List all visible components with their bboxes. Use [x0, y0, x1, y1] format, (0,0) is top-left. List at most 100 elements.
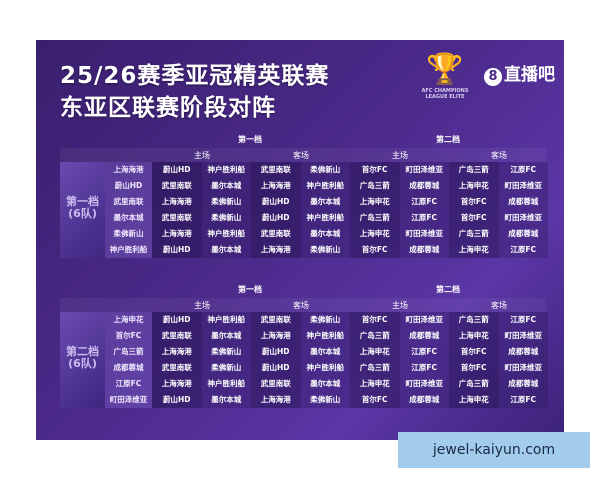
opponent-cell: 蔚山HD — [152, 312, 202, 328]
opponent-cell: 神户胜利船 — [300, 210, 350, 226]
team-cell: 柔佛新山 — [105, 226, 152, 242]
opponent-cell: 成都蓉城 — [399, 328, 449, 344]
header-bar — [60, 298, 546, 312]
opponent-cell: 墨尔本城 — [300, 376, 350, 392]
opponent-cell: 神户胜利船 — [300, 360, 350, 376]
team-cell: 广岛三箭 — [105, 344, 152, 360]
opponent-cell: 成都蓉城 — [498, 226, 548, 242]
opponent-cell: 蔚山HD — [152, 242, 202, 258]
opponent-cell: 柔佛新山 — [201, 194, 251, 210]
team-cell: 首尔FC — [105, 328, 152, 344]
opponent-cell: 蔚山HD — [251, 360, 301, 376]
opponent-cell: 武里南联 — [152, 328, 202, 344]
table-row: 蔚山HD 武里南联 墨尔本城 上海海港 神户胜利船 广岛三箭 成都蓉城 上海申花 町田泽维亚 — [105, 178, 548, 194]
opponent-cell: 上海申花 — [449, 178, 499, 194]
opponent-cell: 上海海港 — [152, 376, 202, 392]
opponent-cell: 上海海港 — [251, 392, 301, 408]
trophy-icon: 🏆 — [426, 52, 464, 87]
pot1-header: 第一档 — [238, 285, 262, 294]
opponent-cell: 武里南联 — [152, 360, 202, 376]
opponent-cell: 蔚山HD — [251, 344, 301, 360]
table-row: 武里南联 上海海港 柔佛新山 蔚山HD 墨尔本城 上海申花 江原FC 首尔FC 成都蓉城 — [105, 194, 548, 210]
opponent-cell: 上海申花 — [350, 376, 400, 392]
opponent-cell: 首尔FC — [449, 210, 499, 226]
opponent-cell: 广岛三箭 — [350, 178, 400, 194]
table-row: 成都蓉城 武里南联 柔佛新山 蔚山HD 神户胜利船 广岛三箭 江原FC 首尔FC 町田泽维亚 — [105, 360, 548, 376]
opponent-cell: 神户胜利船 — [201, 226, 251, 242]
opponent-cell: 江原FC — [399, 344, 449, 360]
away-header: 客场 — [293, 301, 309, 310]
home-header: 主场 — [392, 301, 408, 310]
opponent-cell: 上海申花 — [449, 242, 499, 258]
opponent-cell: 柔佛新山 — [201, 210, 251, 226]
opponent-cell: 墨尔本城 — [300, 194, 350, 210]
zhibo8-brand: 8 直播吧 — [484, 60, 555, 86]
group-label: 第二档 (6队) — [60, 312, 105, 408]
opponent-cell: 神户胜利船 — [201, 376, 251, 392]
table-row: 首尔FC 武里南联 墨尔本城 上海海港 神户胜利船 广岛三箭 成都蓉城 上海申花 町田泽维亚 — [105, 328, 548, 344]
home-header: 主场 — [194, 301, 210, 310]
opponent-cell: 柔佛新山 — [300, 242, 350, 258]
opponent-cell: 广岛三箭 — [350, 210, 400, 226]
opponent-cell: 上海海港 — [152, 226, 202, 242]
opponent-cell: 町田泽维亚 — [399, 312, 449, 328]
opponent-cell: 蔚山HD — [251, 210, 301, 226]
team-cell: 町田泽维亚 — [105, 392, 152, 408]
opponent-cell: 武里南联 — [251, 376, 301, 392]
watermark: jewel-kaiyun.com — [398, 432, 590, 468]
opponent-cell: 墨尔本城 — [300, 226, 350, 242]
opponent-cell: 成都蓉城 — [399, 242, 449, 258]
opponent-cell: 柔佛新山 — [300, 392, 350, 408]
team-cell: 神户胜利船 — [105, 242, 152, 258]
poster: 25/26赛季亚冠精英联赛 东亚区联赛阶段对阵 🏆 AFC CHAMPIONS … — [36, 40, 564, 440]
opponent-cell: 柔佛新山 — [300, 312, 350, 328]
opponent-cell: 上海申花 — [350, 344, 400, 360]
opponent-cell: 首尔FC — [449, 344, 499, 360]
table-row: 广岛三箭 上海海港 柔佛新山 蔚山HD 墨尔本城 上海申花 江原FC 首尔FC 成都蓉城 — [105, 344, 548, 360]
opponent-cell: 町田泽维亚 — [399, 376, 449, 392]
team-cell: 墨尔本城 — [105, 210, 152, 226]
opponent-cell: 成都蓉城 — [498, 344, 548, 360]
opponent-cell: 上海海港 — [152, 194, 202, 210]
opponent-cell: 广岛三箭 — [449, 226, 499, 242]
opponent-cell: 柔佛新山 — [300, 162, 350, 178]
opponent-cell: 广岛三箭 — [350, 328, 400, 344]
opponent-cell: 神户胜利船 — [201, 312, 251, 328]
opponent-cell: 成都蓉城 — [498, 194, 548, 210]
opponent-cell: 墨尔本城 — [201, 392, 251, 408]
opponent-cell: 广岛三箭 — [449, 162, 499, 178]
opponent-cell: 江原FC — [498, 312, 548, 328]
table-row: 神户胜利船 蔚山HD 墨尔本城 上海海港 柔佛新山 首尔FC 成都蓉城 上海申花 江原FC — [105, 242, 548, 258]
title-line-1: 25/26赛季亚冠精英联赛 — [60, 63, 330, 89]
opponent-cell: 上海海港 — [251, 242, 301, 258]
brand-8-icon: 8 — [484, 68, 502, 86]
opponent-cell: 首尔FC — [350, 162, 400, 178]
opponent-cell: 上海申花 — [350, 226, 400, 242]
opponent-cell: 墨尔本城 — [300, 344, 350, 360]
opponent-cell: 首尔FC — [350, 392, 400, 408]
opponent-cell: 蔚山HD — [152, 392, 202, 408]
opponent-cell: 柔佛新山 — [201, 360, 251, 376]
opponent-cell: 神户胜利船 — [201, 162, 251, 178]
opponent-cell: 江原FC — [498, 162, 548, 178]
opponent-cell: 町田泽维亚 — [399, 226, 449, 242]
opponent-cell: 町田泽维亚 — [498, 178, 548, 194]
table-row: 江原FC 上海海港 神户胜利船 武里南联 墨尔本城 上海申花 町田泽维亚 广岛三箭 成都蓉城 — [105, 376, 548, 392]
home-header: 主场 — [392, 151, 408, 160]
away-header: 客场 — [491, 151, 507, 160]
opponent-cell: 首尔FC — [449, 194, 499, 210]
opponent-cell: 墨尔本城 — [201, 178, 251, 194]
table-row: 上海申花 蔚山HD 神户胜利船 武里南联 柔佛新山 首尔FC 町田泽维亚 广岛三箭 江原FC — [105, 312, 548, 328]
team-cell: 成都蓉城 — [105, 360, 152, 376]
team-cell: 上海申花 — [105, 312, 152, 328]
opponent-cell: 町田泽维亚 — [498, 328, 548, 344]
team-cell: 上海海港 — [105, 162, 152, 178]
opponent-cell: 町田泽维亚 — [399, 162, 449, 178]
group-label: 第一档 (6队) — [60, 162, 105, 258]
home-header: 主场 — [194, 151, 210, 160]
opponent-cell: 江原FC — [498, 392, 548, 408]
opponent-cell: 蔚山HD — [152, 162, 202, 178]
pot1-header: 第一档 — [238, 135, 262, 144]
away-header: 客场 — [491, 301, 507, 310]
team-cell: 江原FC — [105, 376, 152, 392]
